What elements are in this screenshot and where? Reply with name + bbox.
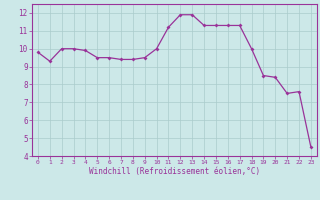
- X-axis label: Windchill (Refroidissement éolien,°C): Windchill (Refroidissement éolien,°C): [89, 167, 260, 176]
